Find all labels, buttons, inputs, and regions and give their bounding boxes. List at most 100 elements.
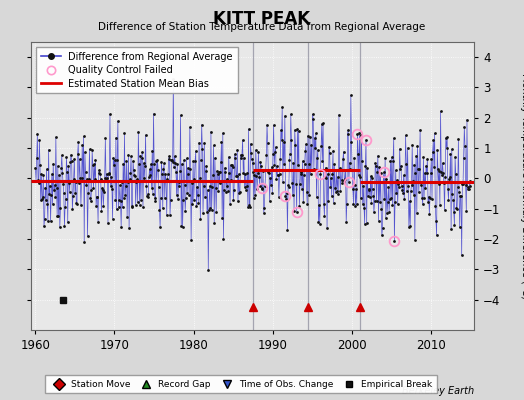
Point [130, 172, 138, 178]
Point [40, 223, 48, 230]
Point [205, 182, 214, 189]
Point [259, 168, 267, 174]
Point [415, 166, 423, 172]
Point [147, 184, 156, 191]
Point [411, 236, 419, 243]
Point [249, 169, 257, 176]
Point [262, 151, 270, 158]
Point [381, 155, 389, 161]
Text: KITT PEAK: KITT PEAK [213, 10, 311, 28]
Point [53, 212, 61, 219]
Point [121, 130, 129, 136]
Point [103, 170, 111, 177]
Point [442, 134, 450, 141]
Point [201, 168, 210, 174]
Point [134, 129, 143, 135]
Point [444, 186, 452, 192]
Point [331, 185, 339, 192]
Point [160, 194, 169, 201]
Point [463, 184, 472, 190]
Point [158, 171, 166, 177]
Point [203, 209, 211, 215]
Point [390, 238, 399, 244]
Point [215, 180, 224, 186]
Point [385, 208, 394, 215]
Point [363, 165, 372, 172]
Point [43, 218, 52, 224]
Point [123, 214, 132, 220]
Point [366, 194, 374, 200]
Point [75, 180, 83, 186]
Point [278, 104, 287, 110]
Point [336, 188, 344, 194]
Point [118, 204, 127, 211]
Point [225, 154, 233, 160]
Point [193, 184, 201, 190]
Point [248, 156, 256, 162]
Point [173, 161, 181, 167]
Point [329, 148, 337, 154]
Point [393, 177, 401, 183]
Point [291, 142, 300, 148]
Point [231, 151, 239, 158]
Point [418, 195, 427, 201]
Point [259, 209, 268, 216]
Point [315, 221, 324, 227]
Point [290, 208, 298, 214]
Point [188, 200, 196, 207]
Point [41, 184, 49, 191]
Point [226, 162, 235, 168]
Point [362, 137, 370, 143]
Point [95, 167, 104, 173]
Point [288, 180, 296, 186]
Point [427, 170, 435, 176]
Point [369, 192, 377, 199]
Point [175, 183, 183, 190]
Point [305, 192, 313, 198]
Point [378, 225, 387, 232]
Point [419, 154, 428, 160]
Point [421, 170, 429, 176]
Point [177, 223, 185, 230]
Point [265, 169, 273, 176]
Point [372, 163, 380, 169]
Point [289, 192, 297, 198]
Point [426, 194, 434, 201]
Point [345, 159, 354, 166]
Point [320, 213, 329, 220]
Point [282, 196, 290, 202]
Point [420, 194, 428, 201]
Point [198, 122, 206, 128]
Point [419, 201, 427, 208]
Point [424, 193, 433, 200]
Point [149, 190, 157, 197]
Point [294, 162, 302, 169]
Point [239, 170, 247, 176]
Point [358, 158, 366, 164]
Point [352, 186, 361, 193]
Point [159, 205, 167, 211]
Point [52, 185, 61, 191]
Point [377, 206, 385, 212]
Point [241, 184, 249, 190]
Point [191, 158, 199, 164]
Point [84, 190, 92, 196]
Point [371, 160, 379, 167]
Point [261, 167, 270, 173]
Point [267, 182, 275, 188]
Point [441, 173, 450, 180]
Point [370, 209, 378, 216]
Point [263, 122, 271, 128]
Point [434, 180, 443, 187]
Point [211, 185, 220, 191]
Point [455, 224, 464, 230]
Point [98, 185, 106, 192]
Point [233, 172, 241, 179]
Point [376, 170, 385, 177]
Point [414, 189, 423, 196]
Point [195, 139, 203, 146]
Point [160, 160, 168, 167]
Point [396, 166, 405, 172]
Point [66, 189, 74, 195]
Point [410, 162, 418, 168]
